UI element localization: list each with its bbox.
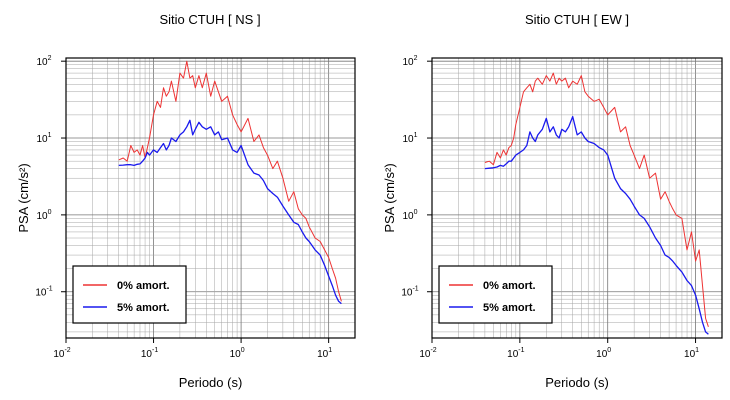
chart-panel-1: Sitio CTUH [ NS ] 10-2 10-1 100 101 10-1 100 10… — [16, 12, 356, 390]
chart-title: Sitio CTUH [ NS ] — [159, 12, 260, 27]
x-tick-label: 101 — [684, 347, 699, 360]
series-line-undamped — [118, 60, 342, 302]
x-axis-label: Periodo (s) — [545, 375, 609, 390]
chart-title: Sitio CTUH [ EW ] — [525, 12, 629, 27]
legend-label: 0% amort. — [117, 280, 170, 292]
legend-label: 5% amort. — [117, 302, 170, 314]
y-tick-label: 100 — [36, 209, 51, 222]
y-tick-label: 10-1 — [401, 286, 418, 299]
legend: 0% amort. 5% amort. — [72, 265, 187, 324]
series-line-damped — [118, 119, 342, 305]
x-tick-label: 101 — [317, 347, 332, 360]
y-tick-label: 100 — [402, 209, 417, 222]
legend-label: 0% amort. — [483, 280, 536, 292]
legend: 0% amort. 5% amort. — [438, 265, 553, 324]
legend-box — [438, 265, 553, 324]
x-axis-label: Periodo (s) — [179, 375, 243, 390]
legend-label: 5% amort. — [483, 302, 536, 314]
x-tick-label: 100 — [230, 347, 245, 360]
y-tick-label: 102 — [36, 55, 51, 68]
series-line-undamped — [484, 72, 709, 327]
x-tick-label: 100 — [596, 347, 611, 360]
y-axis-label: PSA (cm/s²) — [16, 163, 31, 232]
chart-panel-2: Sitio CTUH [ EW ] 10-2 10-1 100 101 10-1 100 10… — [382, 12, 723, 390]
y-tick-label: 10-1 — [35, 286, 52, 299]
x-tick-label: 10-2 — [419, 347, 436, 360]
y-tick-label: 101 — [402, 132, 417, 145]
y-tick-label: 102 — [402, 55, 417, 68]
y-axis-label: PSA (cm/s²) — [382, 163, 397, 232]
series-line-damped — [484, 115, 709, 335]
x-tick-label: 10-1 — [141, 347, 158, 360]
legend-box — [72, 265, 187, 324]
y-tick-label: 101 — [36, 132, 51, 145]
plot-frame — [65, 57, 356, 339]
x-tick-label: 10-1 — [507, 347, 524, 360]
plot-frame — [431, 57, 723, 339]
x-tick-label: 10-2 — [53, 347, 70, 360]
